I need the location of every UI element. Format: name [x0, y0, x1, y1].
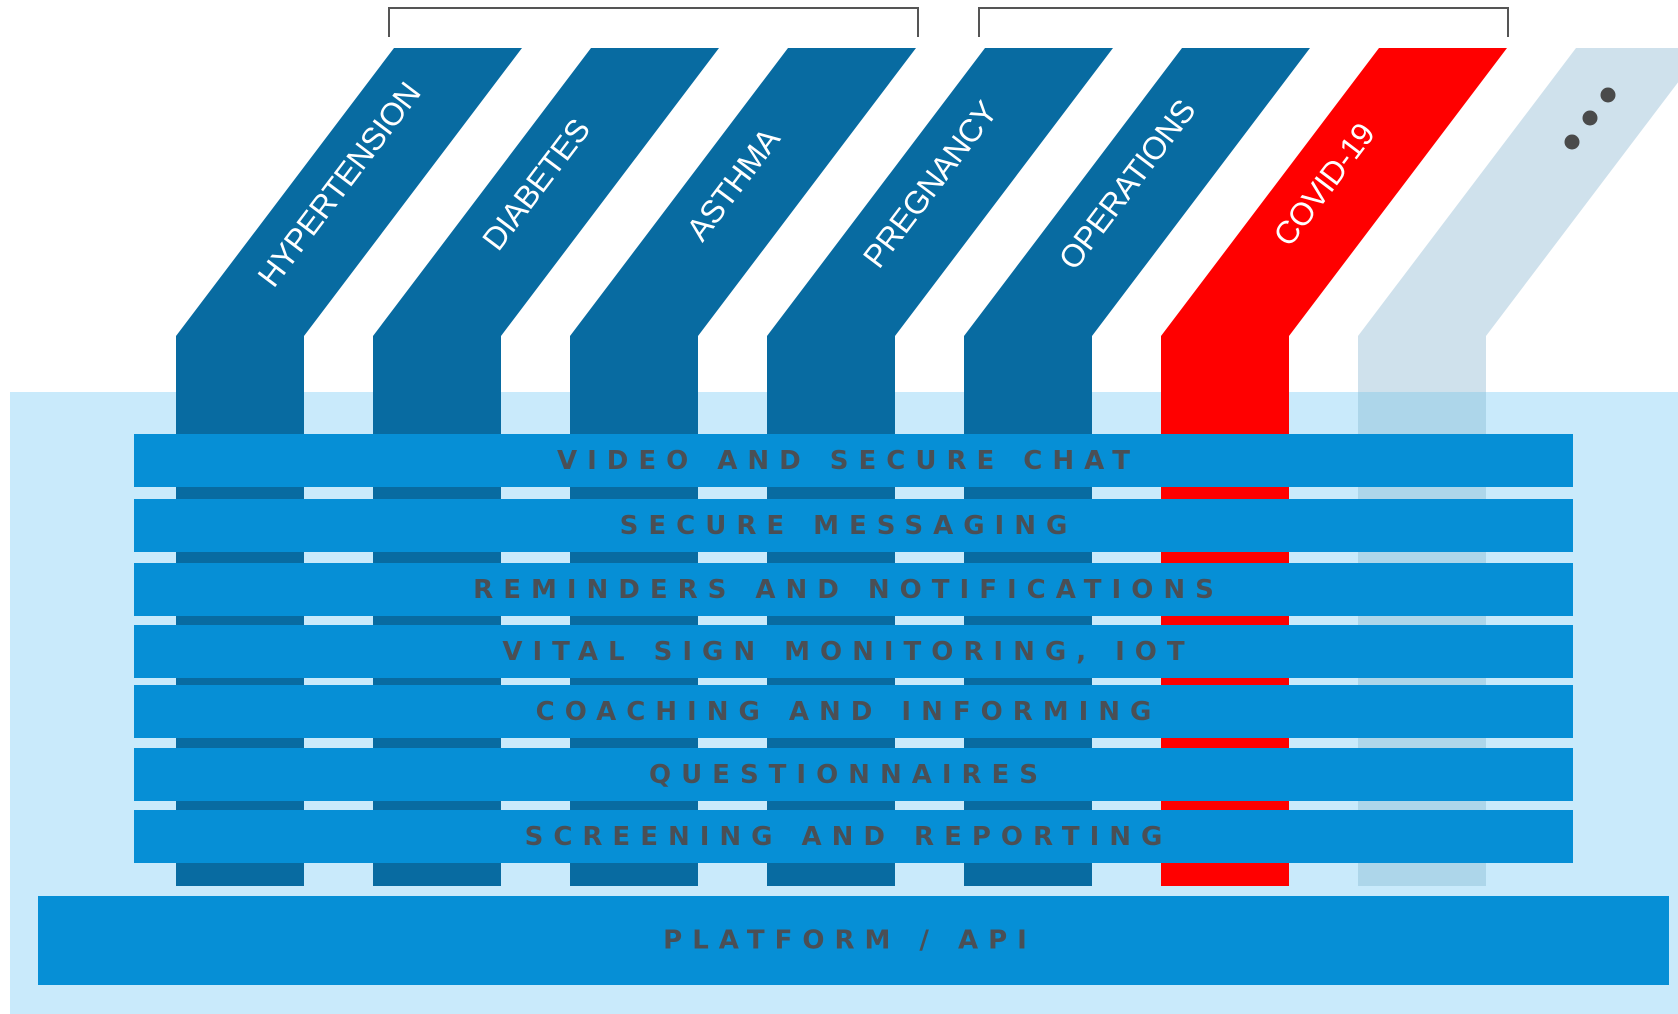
- ellipsis-icon: [1564, 87, 1616, 150]
- layer-label: VIDEO AND SECURE CHAT: [557, 446, 1140, 476]
- ellipsis-dot: [1582, 110, 1598, 126]
- layer-label: SCREENING AND REPORTING: [525, 822, 1173, 852]
- layer-band: COACHING AND INFORMING: [134, 685, 1573, 738]
- layers-group: VIDEO AND SECURE CHAT SECURE MESSAGING REM…: [134, 434, 1573, 863]
- layer-label: COACHING AND INFORMING: [536, 697, 1162, 727]
- layer-band: VIDEO AND SECURE CHAT: [134, 434, 1573, 487]
- layer-band-bg: [134, 434, 1573, 487]
- layer-band: VITAL SIGN MONITORING, IOT: [134, 625, 1573, 678]
- layer-band-bg: [134, 563, 1573, 616]
- bracket-left: [388, 7, 919, 37]
- layer-band-bg: [134, 625, 1573, 678]
- layer-label: QUESTIONNAIRES: [649, 760, 1048, 790]
- layer-band: QUESTIONNAIRES: [134, 748, 1573, 801]
- layer-band-bg: [134, 810, 1573, 863]
- platform-label: PLATFORM / API: [663, 926, 1037, 956]
- layer-band: SECURE MESSAGING: [134, 499, 1573, 552]
- ellipsis-dot: [1600, 87, 1616, 103]
- layer-band: SCREENING AND REPORTING: [134, 810, 1573, 863]
- layer-band-bg: [134, 499, 1573, 552]
- layer-band-bg: [134, 748, 1573, 801]
- layer-band-bg: [134, 685, 1573, 738]
- layer-label: SECURE MESSAGING: [620, 511, 1078, 541]
- ellipsis-dot: [1564, 134, 1580, 150]
- platform-band-bg: [38, 896, 1669, 985]
- platform-band: PLATFORM / API: [38, 896, 1669, 985]
- layer-label: VITAL SIGN MONITORING, IOT: [502, 637, 1194, 667]
- layer-label: REMINDERS AND NOTIFICATIONS: [473, 575, 1224, 605]
- bracket-right: [978, 7, 1509, 37]
- layer-band: REMINDERS AND NOTIFICATIONS: [134, 563, 1573, 616]
